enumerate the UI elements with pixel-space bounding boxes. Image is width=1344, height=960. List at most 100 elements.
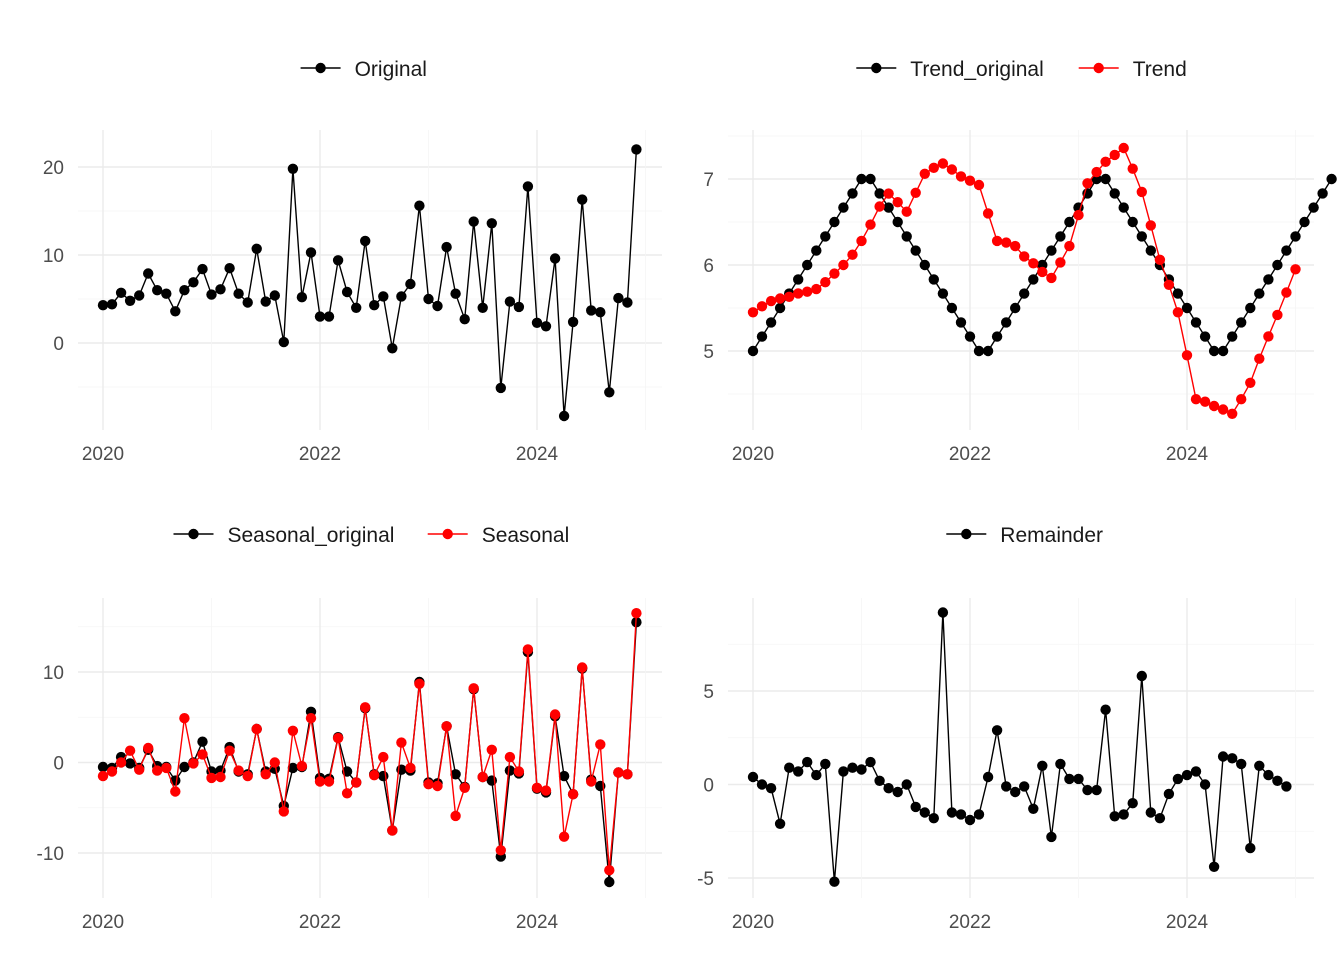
y-tick-label: 5	[703, 342, 714, 363]
x-tick-label: 2022	[299, 912, 341, 933]
data-point	[1136, 670, 1148, 682]
series-line	[102, 149, 638, 417]
data-point	[919, 259, 930, 271]
data-point	[838, 259, 849, 271]
data-point	[774, 818, 786, 829]
data-point	[838, 766, 849, 777]
data-point	[1190, 394, 1202, 405]
data-point	[188, 758, 199, 769]
series-trend_original	[747, 173, 1337, 357]
data-point	[964, 814, 976, 826]
data-point	[910, 801, 921, 813]
data-point	[820, 758, 831, 770]
legend-item: Seasonal	[427, 524, 570, 547]
data-point	[152, 765, 163, 776]
data-point	[314, 311, 326, 322]
data-point	[1073, 209, 1084, 221]
data-point	[423, 293, 434, 305]
legend-key-point	[961, 528, 972, 540]
series-trend	[747, 142, 1301, 419]
data-point	[323, 776, 335, 787]
data-point	[964, 331, 976, 342]
data-point	[106, 766, 118, 777]
data-point	[287, 163, 299, 174]
data-point	[414, 678, 425, 689]
data-point	[1181, 350, 1193, 361]
data-point	[405, 278, 416, 290]
data-point	[1317, 188, 1328, 199]
panel-remainder: -5 0 5 2020 2022 2024 Remainder	[697, 524, 1314, 933]
data-point	[865, 173, 876, 185]
data-point	[197, 263, 208, 275]
data-point	[414, 200, 425, 211]
data-point	[504, 751, 516, 763]
data-point	[314, 776, 326, 787]
data-point	[1100, 156, 1111, 167]
data-point	[558, 770, 570, 782]
data-point	[765, 317, 777, 328]
data-point	[1082, 784, 1093, 796]
data-point	[206, 772, 217, 784]
series-seasonal_original	[97, 617, 642, 888]
data-point	[540, 321, 552, 332]
data-point	[604, 387, 615, 398]
data-point	[838, 202, 849, 213]
data-point	[856, 764, 867, 775]
data-point	[955, 171, 967, 182]
data-point	[206, 289, 217, 300]
data-point	[1091, 166, 1102, 178]
data-point	[1263, 274, 1274, 285]
data-point	[784, 291, 795, 302]
legend-label: Seasonal	[482, 524, 570, 547]
data-point	[1136, 186, 1148, 198]
data-point	[1127, 798, 1138, 809]
data-point	[856, 235, 867, 247]
legend: Trend_original Trend	[856, 58, 1187, 81]
data-point	[1145, 220, 1157, 231]
legend-item: Trend	[1078, 58, 1187, 81]
data-point	[97, 770, 109, 782]
data-point	[260, 296, 271, 307]
data-point	[928, 274, 939, 285]
data-point	[1109, 811, 1120, 822]
data-point	[1010, 302, 1021, 314]
series-line	[102, 622, 638, 883]
data-point	[1181, 769, 1193, 781]
data-point	[847, 249, 858, 260]
data-point	[1190, 766, 1202, 777]
data-point	[459, 314, 470, 325]
data-point	[296, 760, 308, 772]
data-point	[115, 757, 127, 768]
data-point	[829, 216, 840, 228]
data-point	[215, 284, 226, 295]
data-point	[531, 782, 543, 793]
data-point	[1154, 254, 1166, 265]
data-point	[874, 775, 885, 786]
data-point	[495, 845, 506, 856]
x-tick-label: 2020	[732, 912, 774, 933]
data-point	[910, 245, 921, 256]
data-point	[1163, 279, 1175, 290]
data-point	[811, 769, 822, 781]
data-point	[1254, 353, 1265, 364]
data-point	[1263, 331, 1274, 342]
data-point	[251, 723, 262, 735]
data-point	[1073, 773, 1084, 785]
data-point	[765, 783, 777, 794]
data-point	[1208, 400, 1220, 412]
data-point	[134, 764, 145, 775]
data-point	[604, 876, 615, 888]
data-point	[811, 245, 822, 256]
data-point	[1308, 202, 1319, 213]
data-point	[1281, 245, 1292, 256]
data-point	[441, 241, 452, 253]
data-point	[756, 301, 768, 312]
data-point	[1227, 753, 1238, 764]
data-point	[802, 259, 813, 271]
legend-label: Trend	[1133, 58, 1187, 81]
data-point	[260, 769, 271, 780]
data-point	[1001, 781, 1012, 792]
data-point	[522, 644, 534, 655]
data-point	[432, 780, 443, 792]
